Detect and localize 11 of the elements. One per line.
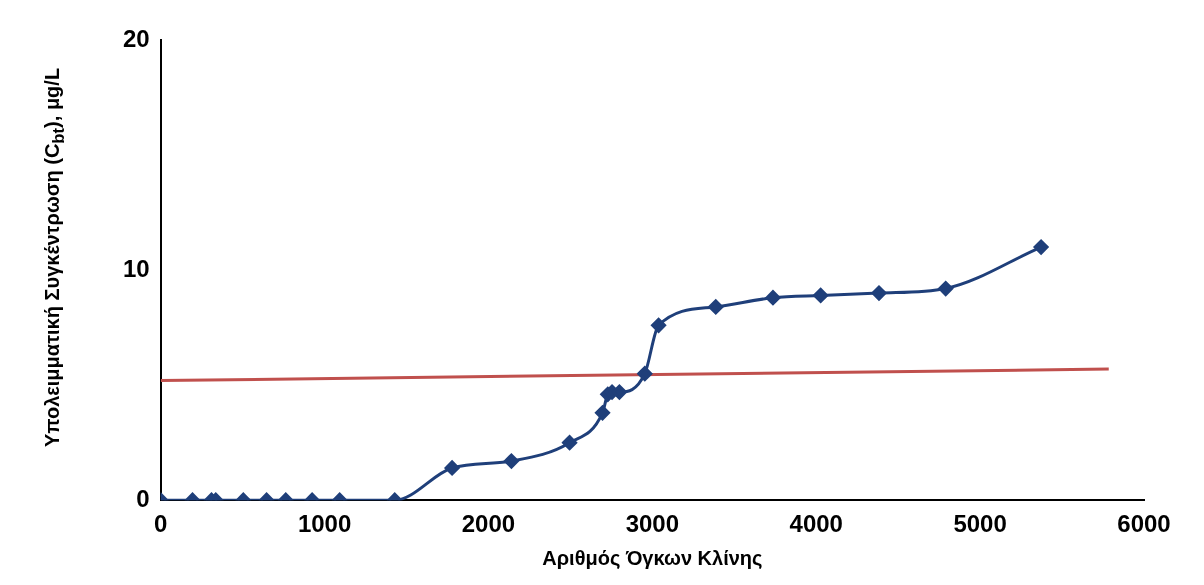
x-tick-label: 2000 xyxy=(461,510,516,538)
x-tick-label: 4000 xyxy=(789,510,843,538)
x-tick-label: 3000 xyxy=(625,510,680,538)
y-tick-label: 0 xyxy=(136,484,150,512)
x-tick-label: 0 xyxy=(154,510,168,538)
x-tick-label: 1000 xyxy=(297,510,352,538)
y-tick-label: 10 xyxy=(122,254,150,282)
y-tick-label: 20 xyxy=(122,24,150,52)
x-axis-title: Αριθμός Όγκων Κλίνης xyxy=(542,546,763,569)
x-tick-label: 5000 xyxy=(953,510,1007,538)
x-tick-label: 6000 xyxy=(1117,510,1171,538)
